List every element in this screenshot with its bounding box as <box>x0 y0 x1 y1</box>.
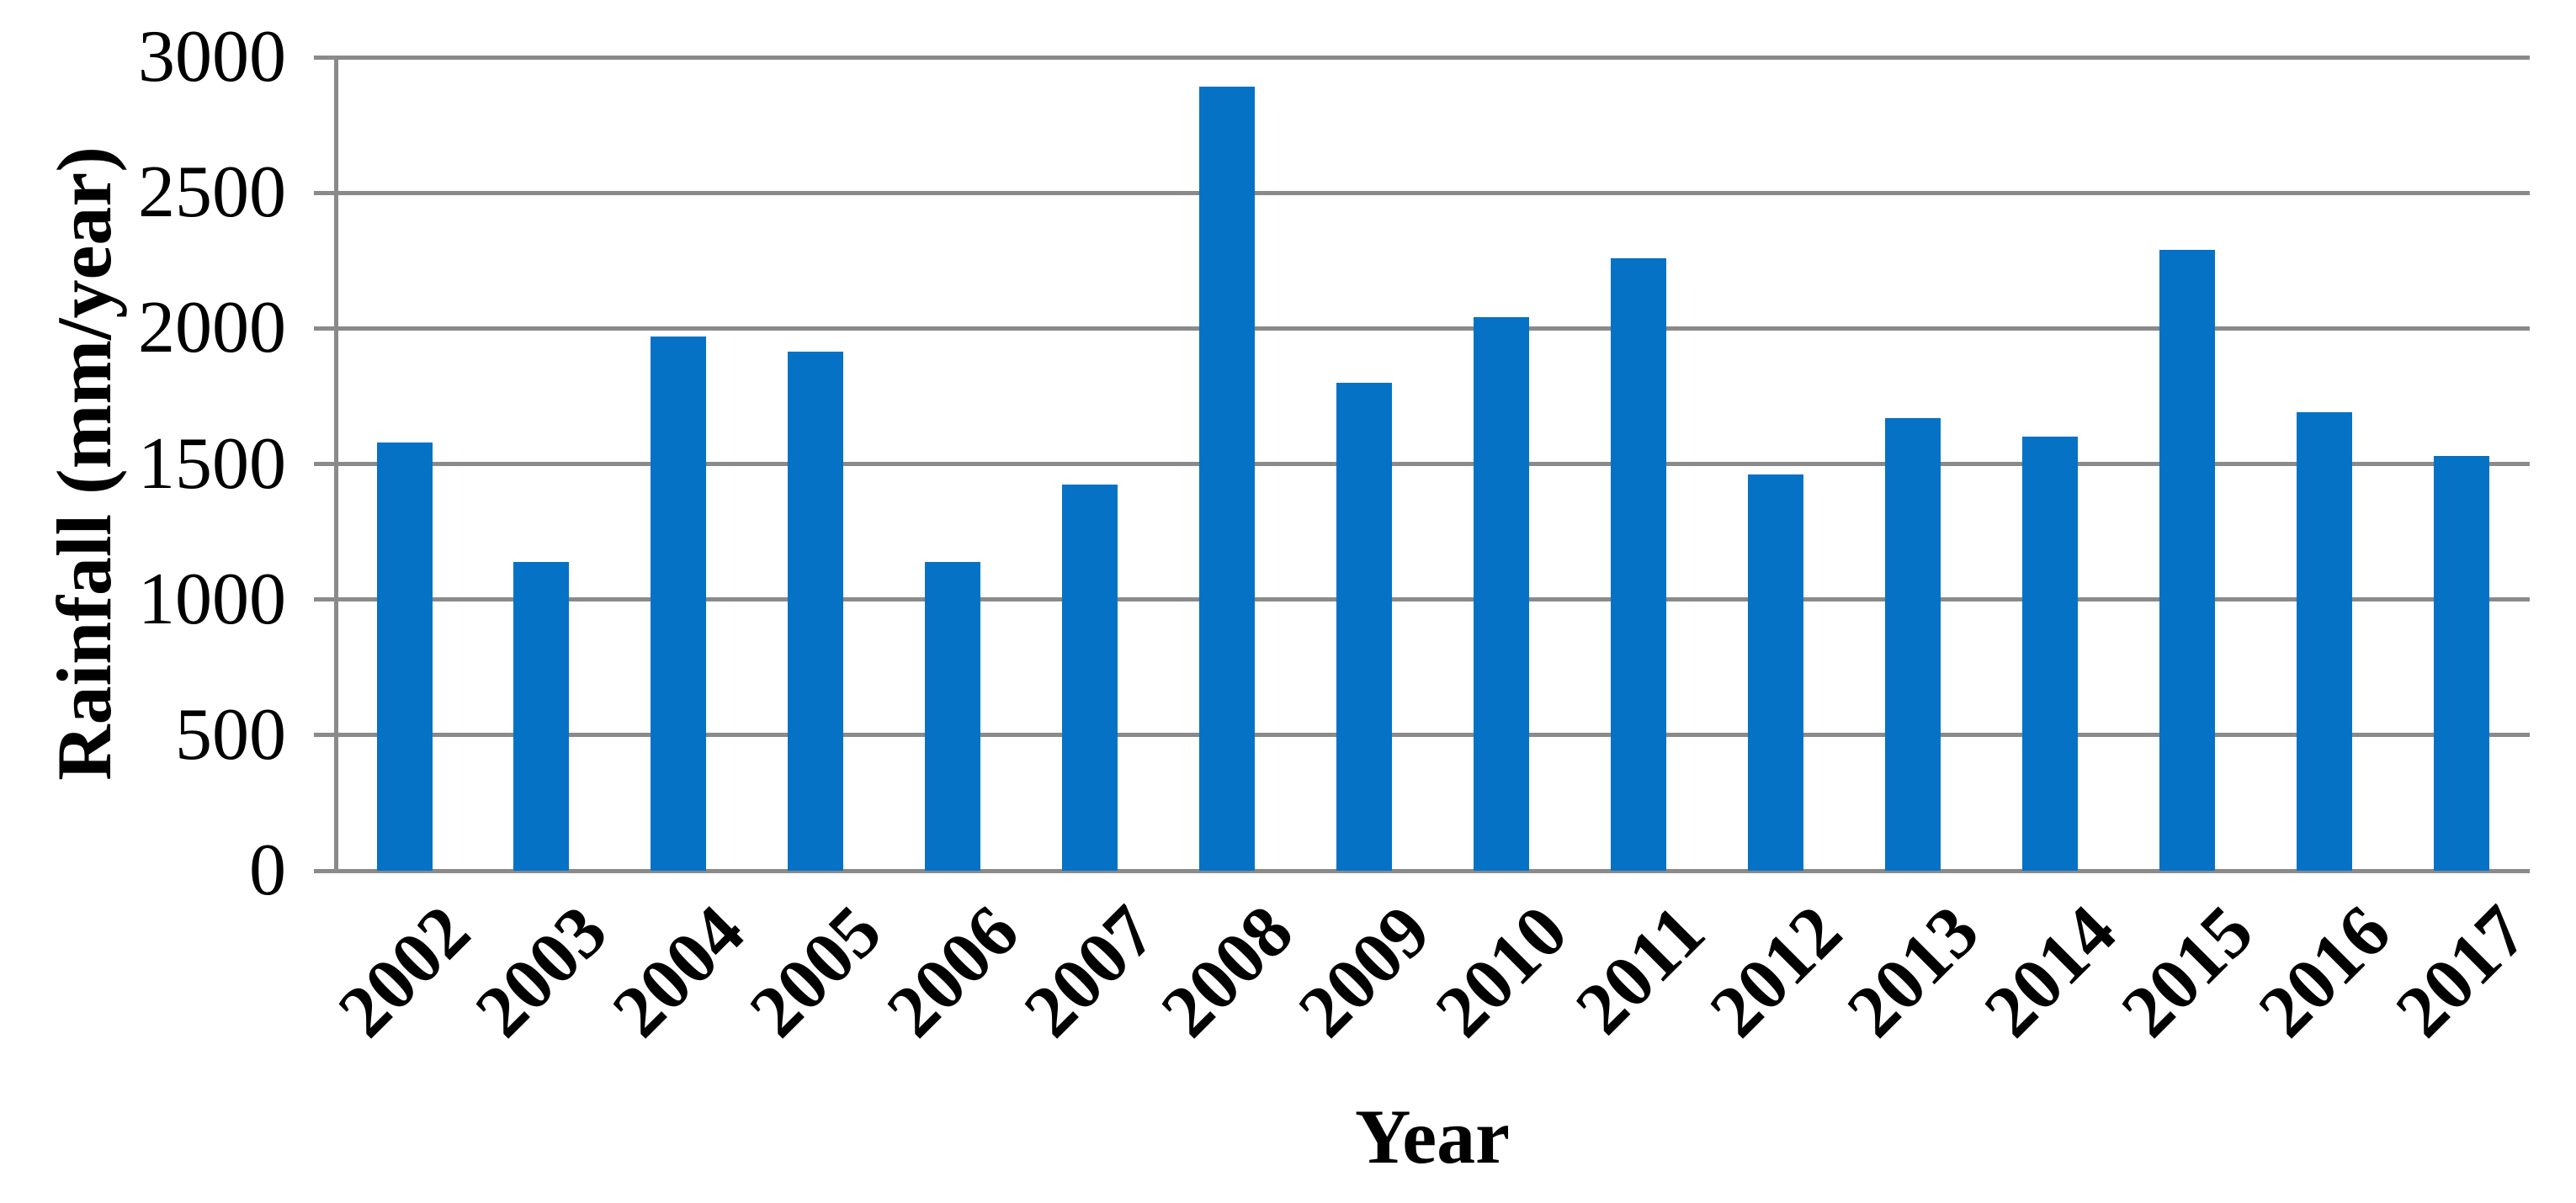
y-tick-label-1500: 1500 <box>138 422 286 505</box>
x-tick-label-2011: 2011 <box>1560 890 1720 1051</box>
x-tick-label-2010: 2010 <box>1420 890 1584 1053</box>
bar-2003 <box>513 561 570 871</box>
gridline-3000 <box>336 55 2530 60</box>
gridline-2000 <box>336 326 2530 331</box>
y-tick-label-3000: 3000 <box>138 16 286 98</box>
bar-2004 <box>651 337 707 871</box>
x-tick-label-2016: 2016 <box>2243 890 2406 1053</box>
bar-2008 <box>1199 87 1256 871</box>
bar-2011 <box>1610 257 1666 871</box>
y-tick-label-0: 0 <box>249 829 286 911</box>
y-axis-tick-2500 <box>314 190 336 195</box>
y-axis-tick-3000 <box>314 55 336 60</box>
x-tick-label-2013: 2013 <box>1831 890 1994 1053</box>
x-tick-label-2009: 2009 <box>1283 890 1447 1053</box>
y-tick-label-500: 500 <box>175 693 286 776</box>
y-tick-label-2500: 2500 <box>138 151 286 234</box>
y-tick-label-2000: 2000 <box>138 287 286 369</box>
x-tick-label-2008: 2008 <box>1146 890 1309 1053</box>
x-tick-label-2003: 2003 <box>460 890 624 1053</box>
bar-2002 <box>376 442 433 871</box>
x-tick-label-2002: 2002 <box>323 890 486 1053</box>
x-tick-label-2015: 2015 <box>2106 890 2269 1053</box>
x-tick-label-2004: 2004 <box>598 890 761 1053</box>
y-axis-tick-1500 <box>314 462 336 466</box>
bar-2016 <box>2296 412 2352 871</box>
x-tick-label-2017: 2017 <box>2380 890 2543 1053</box>
y-tick-label-1000: 1000 <box>138 558 286 640</box>
x-tick-label-2006: 2006 <box>872 890 1035 1053</box>
bar-2009 <box>1336 382 1393 871</box>
y-axis-tick-1000 <box>314 597 336 602</box>
y-axis-tick-500 <box>314 733 336 738</box>
bar-2017 <box>2433 455 2489 871</box>
bar-2010 <box>1474 317 1529 871</box>
bar-2006 <box>925 561 981 871</box>
y-axis-line <box>333 57 338 871</box>
bar-2012 <box>1747 474 1803 871</box>
bar-2013 <box>1884 417 1941 871</box>
bar-2007 <box>1062 484 1118 871</box>
bar-2015 <box>2159 249 2215 871</box>
x-tick-label-2007: 2007 <box>1009 890 1172 1053</box>
gridline-1500 <box>336 462 2530 466</box>
gridline-1000 <box>336 597 2530 602</box>
x-axis-title: Year <box>1355 1094 1510 1179</box>
x-tick-label-2005: 2005 <box>735 890 898 1053</box>
x-tick-label-2012: 2012 <box>1694 890 1857 1053</box>
bar-2005 <box>788 351 844 871</box>
y-axis-tick-2000 <box>314 326 336 331</box>
gridline-500 <box>336 733 2530 738</box>
bar-2014 <box>2021 437 2078 871</box>
gridline-2500 <box>336 190 2530 195</box>
x-tick-label-2014: 2014 <box>1968 890 2132 1053</box>
x-axis-line <box>314 868 2530 873</box>
